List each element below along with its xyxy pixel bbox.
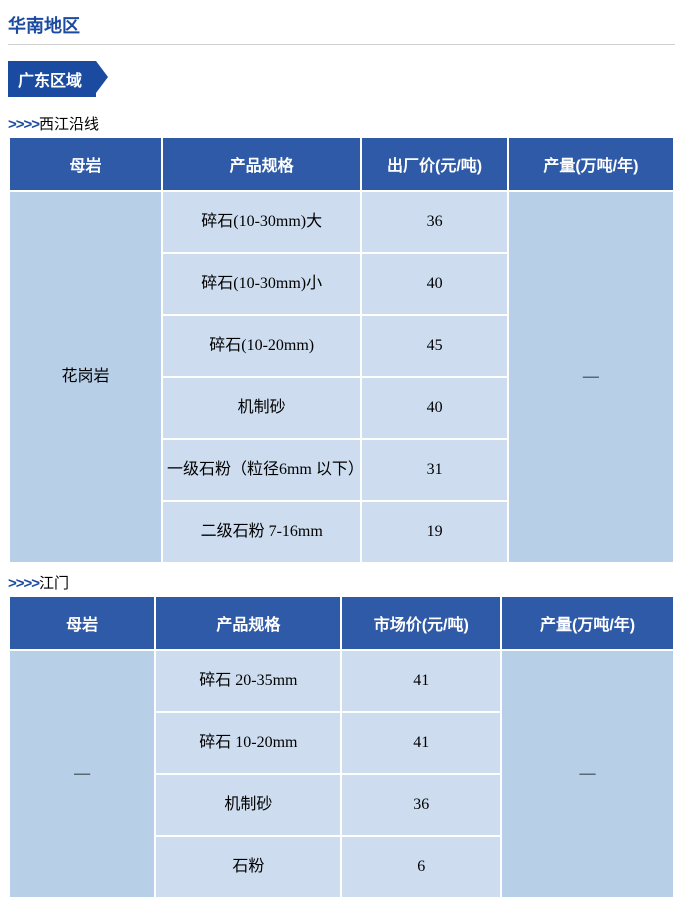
price-cell: 31 <box>361 439 507 501</box>
spec-cell: 碎石 10-20mm <box>155 712 341 774</box>
route-name: 江门 <box>39 575 69 592</box>
column-header: 母岩 <box>9 137 162 191</box>
production-cell: — <box>501 650 674 898</box>
column-header: 产量(万吨/年) <box>508 137 674 191</box>
spec-cell: 一级石粉（粒径6mm 以下） <box>162 439 362 501</box>
spec-cell: 机制砂 <box>155 774 341 836</box>
column-header: 产品规格 <box>162 137 362 191</box>
column-header: 市场价(元/吨) <box>341 596 501 650</box>
region-title: 华南地区 <box>8 12 675 45</box>
sections-container: >>>>西江沿线母岩产品规格出厂价(元/吨)产量(万吨/年)花岗岩碎石(10-3… <box>8 113 675 899</box>
price-cell: 41 <box>341 712 501 774</box>
sub-route: >>>>江门 <box>8 572 675 593</box>
price-table: 母岩产品规格市场价(元/吨)产量(万吨/年)—碎石 20-35mm41—碎石 1… <box>8 595 675 899</box>
production-cell: — <box>508 191 674 563</box>
rock-type-cell: — <box>9 650 155 898</box>
route-name: 西江沿线 <box>39 116 99 133</box>
spec-cell: 碎石(10-20mm) <box>162 315 362 377</box>
table-row: 花岗岩碎石(10-30mm)大36— <box>9 191 674 253</box>
price-cell: 36 <box>361 191 507 253</box>
sub-route: >>>>西江沿线 <box>8 113 675 134</box>
price-cell: 40 <box>361 253 507 315</box>
chevron-icon: >>>> <box>8 575 39 592</box>
spec-cell: 碎石(10-30mm)大 <box>162 191 362 253</box>
spec-cell: 二级石粉 7-16mm <box>162 501 362 563</box>
spec-cell: 石粉 <box>155 836 341 898</box>
price-cell: 45 <box>361 315 507 377</box>
price-table: 母岩产品规格出厂价(元/吨)产量(万吨/年)花岗岩碎石(10-30mm)大36—… <box>8 136 675 564</box>
price-cell: 36 <box>341 774 501 836</box>
column-header: 产品规格 <box>155 596 341 650</box>
price-cell: 40 <box>361 377 507 439</box>
price-cell: 41 <box>341 650 501 712</box>
column-header: 产量(万吨/年) <box>501 596 674 650</box>
chevron-icon: >>>> <box>8 116 39 133</box>
price-cell: 19 <box>361 501 507 563</box>
price-cell: 6 <box>341 836 501 898</box>
column-header: 出厂价(元/吨) <box>361 137 507 191</box>
spec-cell: 碎石 20-35mm <box>155 650 341 712</box>
area-badge: 广东区域 <box>8 61 96 97</box>
spec-cell: 碎石(10-30mm)小 <box>162 253 362 315</box>
column-header: 母岩 <box>9 596 155 650</box>
table-row: —碎石 20-35mm41— <box>9 650 674 712</box>
spec-cell: 机制砂 <box>162 377 362 439</box>
rock-type-cell: 花岗岩 <box>9 191 162 563</box>
